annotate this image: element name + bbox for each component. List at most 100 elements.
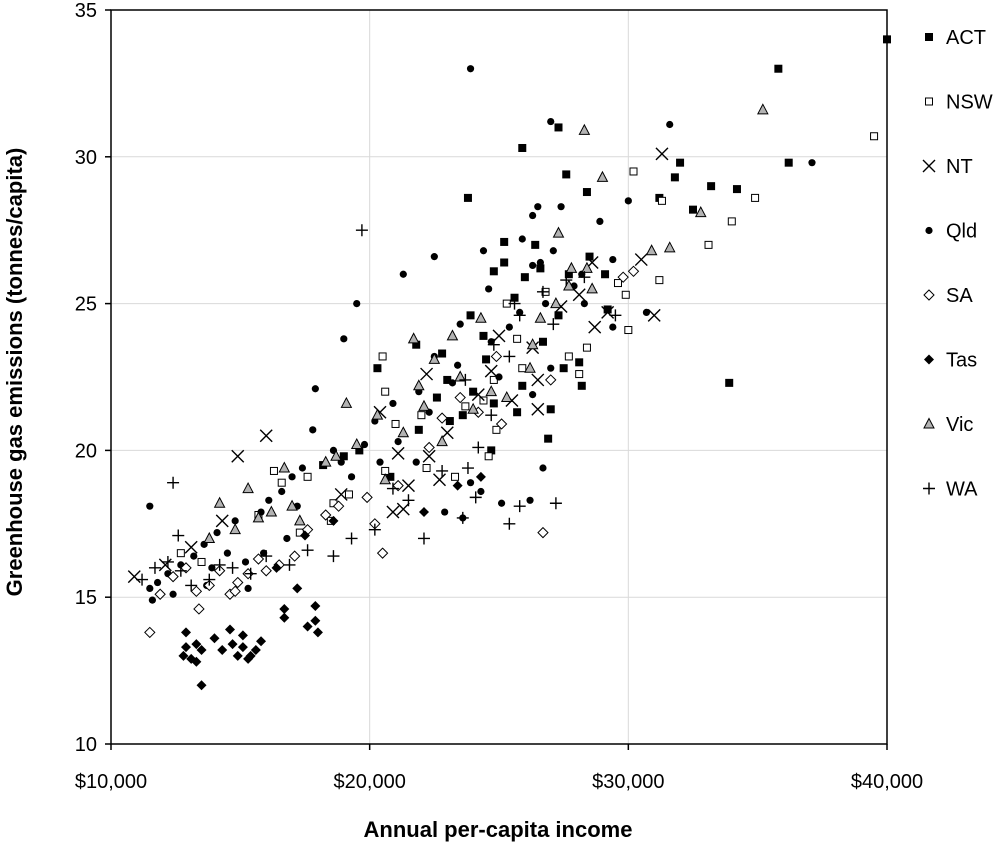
data-point-nt [647,308,661,322]
series-vic [203,103,769,543]
data-point-qld [360,440,369,449]
data-point-wa [487,338,500,351]
y-tick-label: 20 [75,440,97,462]
data-point-nsw [518,364,527,373]
legend-label: Vic [946,414,973,436]
data-point-qld [547,364,555,372]
data-point-vic [436,435,448,447]
data-point-tas [271,562,282,573]
data-point-qld [536,258,544,267]
data-point-vic [350,437,363,450]
series-nt [127,147,669,584]
data-point-wa [172,529,185,542]
data-point-nt [215,514,229,528]
data-point-wa [508,297,521,310]
data-point-sa [193,603,205,615]
data-point-tas [191,639,202,650]
data-point-act [438,349,447,358]
data-point-qld [497,499,506,507]
data-point-qld [412,458,420,466]
data-point-tas [209,633,220,644]
data-point-qld [495,373,503,381]
data-point-act [412,340,421,349]
data-point-act [500,258,509,267]
data-point-qld [430,253,438,261]
data-point-qld [148,596,156,604]
data-point-vic [663,241,676,253]
data-point-nsw [624,326,633,335]
data-point-vic [418,399,430,411]
data-point-sa [288,550,301,562]
data-point-nt [531,402,545,416]
data-point-nt [440,426,454,440]
data-point-sa [361,491,373,504]
legend-marker-vic [923,417,935,429]
data-point-act [689,205,697,214]
data-point-act [544,434,553,443]
data-point-nt [588,320,602,334]
data-point-qld [244,584,252,592]
data-point-nsw [751,193,760,202]
data-point-wa [549,497,562,510]
data-point-tas [224,624,235,635]
data-point-act [577,381,586,390]
data-point-nsw [492,425,501,434]
data-point-wa [167,476,180,489]
data-point-qld [399,270,407,278]
x-tick-label: $30,000 [592,771,664,793]
data-point-nt [484,364,498,378]
data-point-qld [208,564,216,572]
data-point-qld [146,502,154,510]
data-point-tas [302,621,313,632]
data-point-nt [158,558,172,572]
data-point-qld [231,517,239,525]
data-point-act [482,355,491,364]
data-point-sa [495,418,508,430]
data-point-vic [467,402,479,414]
data-point-act [546,405,555,414]
data-point-nt [531,373,545,387]
plot-frame [110,9,888,745]
data-point-wa [578,271,591,284]
data-point-wa [536,285,549,298]
data-point-nt [334,487,348,501]
data-point-wa [148,561,161,574]
data-point-nsw [417,411,426,420]
data-point-nt [420,367,434,381]
data-point-vic [252,511,265,523]
data-point-act [432,393,441,402]
data-point-qld [311,385,319,393]
data-point-qld [153,578,162,587]
data-point-act [562,170,571,179]
data-point-qld [466,479,475,487]
data-point-wa [355,224,368,237]
legend-marker-sa [923,289,935,301]
data-point-qld [347,473,356,481]
data-point-nsw [657,196,666,205]
data-point-sa [537,526,549,539]
data-point-tas [310,615,321,626]
data-point-act [414,425,423,434]
data-point-sa [232,576,244,589]
data-point-sa [376,547,389,559]
data-point-nt [471,388,485,402]
data-point-qld [529,391,537,399]
data-point-act [575,358,584,367]
data-point-nt [572,288,586,302]
data-point-nsw [277,478,286,487]
legend-label: WA [946,479,978,501]
data-point-nsw [422,464,431,473]
data-point-nt [634,253,648,267]
data-point-vic [524,361,536,373]
data-point-vic [565,261,578,273]
data-point-nsw [621,290,630,299]
data-point-vic [526,338,539,350]
data-point-qld [477,487,485,496]
data-point-tas [279,603,290,614]
data-point-act [386,472,395,481]
data-point-vic [454,370,467,382]
data-point-qld [529,211,537,220]
data-point-tas [292,583,303,594]
data-point-wa [503,517,516,530]
